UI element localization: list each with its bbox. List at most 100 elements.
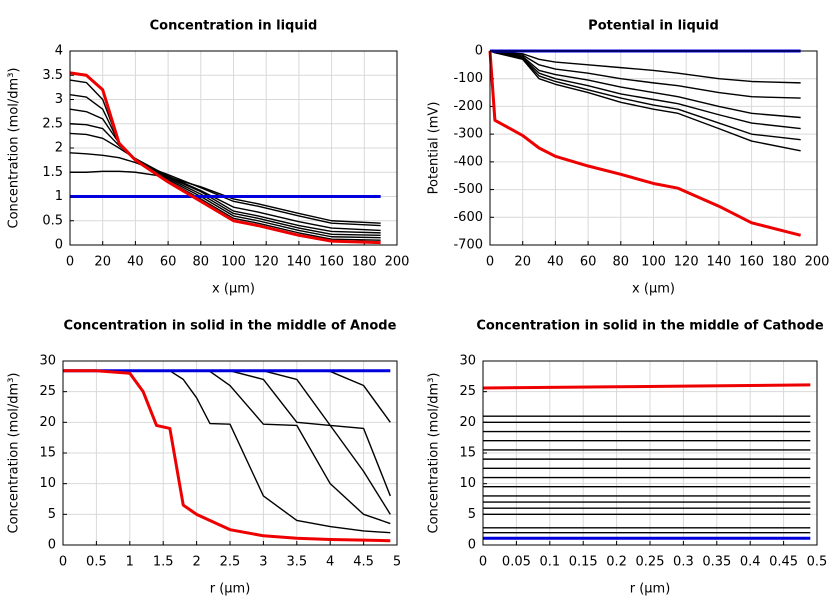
x-tick-label: 0.2: [606, 555, 627, 570]
x-tick-label: 1.5: [153, 555, 174, 570]
y-tick-label: 10: [39, 476, 56, 491]
x-tick-label: 180: [352, 255, 377, 270]
series-line: [489, 50, 801, 119]
x-tick-label: 4: [326, 555, 334, 570]
y-tick-label: -500: [453, 182, 483, 197]
y-tick-label: 30: [39, 354, 56, 369]
x-tick-label: 0.25: [636, 555, 665, 570]
series-line: [69, 108, 381, 236]
x-tick-label: 60: [580, 255, 597, 270]
x-tick-label: 0: [479, 555, 487, 570]
x-tick-label: 3.5: [286, 555, 307, 570]
y-tick-label: 0: [475, 44, 483, 59]
x-tick-label: 120: [674, 255, 699, 270]
x-tick-label: 0.15: [569, 555, 598, 570]
y-tick-label: 20: [459, 415, 476, 430]
y-axis-label: Concentration (mol/dm³): [427, 373, 442, 534]
y-tick-label: 0: [55, 238, 63, 253]
x-tick-label: 2.5: [220, 555, 241, 570]
series-line: [69, 123, 381, 234]
y-tick-label: 20: [39, 415, 56, 430]
series-line: [69, 71, 381, 245]
chart-title: Potential in liquid: [588, 19, 719, 34]
x-tick-label: 200: [805, 255, 830, 270]
x-axis-label: r (µm): [210, 582, 251, 597]
y-tick-label: 2: [55, 141, 63, 156]
y-tick-label: -200: [453, 99, 483, 114]
x-tick-label: 160: [319, 255, 344, 270]
x-axis-label: x (µm): [212, 282, 255, 297]
y-tick-label: 25: [459, 384, 476, 399]
x-axis-label: x (µm): [632, 282, 675, 297]
y-tick-label: 2.5: [42, 116, 63, 131]
y-tick-label: 5: [48, 507, 56, 522]
y-tick-label: -100: [453, 71, 483, 86]
series-line: [63, 370, 391, 515]
x-tick-label: 0.05: [502, 555, 531, 570]
chart-title: Concentration in liquid: [150, 19, 318, 34]
x-tick-label: 1: [126, 555, 134, 570]
y-tick-label: -700: [453, 238, 483, 253]
chart-title: Concentration in solid in the middle of …: [64, 319, 397, 334]
x-tick-label: 0.35: [702, 555, 731, 570]
x-axis-label: r (µm): [630, 582, 671, 597]
y-tick-label: 0.5: [42, 213, 63, 228]
y-axis-label: Potential (mV): [427, 102, 442, 195]
y-tick-label: 3: [55, 92, 63, 107]
x-tick-label: 40: [547, 255, 564, 270]
x-tick-label: 0: [66, 255, 74, 270]
x-tick-label: 200: [385, 255, 410, 270]
x-tick-label: 120: [254, 255, 279, 270]
x-tick-label: 40: [127, 255, 144, 270]
x-tick-label: 140: [286, 255, 311, 270]
y-tick-label: 3.5: [42, 68, 63, 83]
series-line: [482, 383, 811, 390]
y-tick-label: 4: [55, 44, 63, 59]
x-tick-label: 0.4: [740, 555, 761, 570]
x-tick-label: 140: [706, 255, 731, 270]
x-tick-label: 3: [259, 555, 267, 570]
y-axis-label: Concentration (mol/dm³): [7, 68, 22, 229]
y-tick-label: 0: [468, 538, 476, 553]
x-tick-label: 100: [221, 255, 246, 270]
x-tick-label: 0: [59, 555, 67, 570]
x-tick-label: 60: [160, 255, 177, 270]
chart-title: Concentration in solid in the middle of …: [476, 319, 824, 334]
series-line: [489, 50, 801, 152]
plot-frame: [62, 360, 398, 546]
x-tick-label: 0.1: [539, 555, 560, 570]
x-tick-label: 80: [613, 255, 630, 270]
y-tick-label: 30: [459, 354, 476, 369]
series-line: [489, 50, 801, 141]
series-line: [70, 170, 381, 224]
y-tick-label: 25: [39, 384, 56, 399]
y-tick-label: -300: [453, 127, 483, 142]
x-tick-label: 0.3: [673, 555, 694, 570]
x-tick-label: 0.45: [769, 555, 798, 570]
series-line: [489, 50, 801, 130]
x-tick-label: 0.5: [86, 555, 107, 570]
y-tick-label: 5: [468, 507, 476, 522]
x-tick-label: 20: [514, 255, 531, 270]
y-axis-label: Concentration (mol/dm³): [7, 373, 22, 534]
x-tick-label: 5: [393, 555, 401, 570]
plot-frame: [482, 360, 818, 546]
x-tick-label: 100: [641, 255, 666, 270]
y-tick-label: 15: [459, 446, 476, 461]
series-line: [63, 370, 391, 423]
series-line: [489, 50, 801, 99]
plot-frame: [69, 50, 398, 246]
series-line: [63, 369, 391, 543]
y-tick-label: 10: [459, 476, 476, 491]
x-tick-label: 80: [193, 255, 210, 270]
series-line: [63, 370, 391, 525]
y-tick-label: 1.5: [42, 165, 63, 180]
y-tick-label: -600: [453, 210, 483, 225]
y-tick-label: 15: [39, 446, 56, 461]
series-line: [69, 132, 381, 232]
x-tick-label: 160: [739, 255, 764, 270]
y-tick-label: 1: [55, 189, 63, 204]
series-line: [63, 370, 391, 497]
